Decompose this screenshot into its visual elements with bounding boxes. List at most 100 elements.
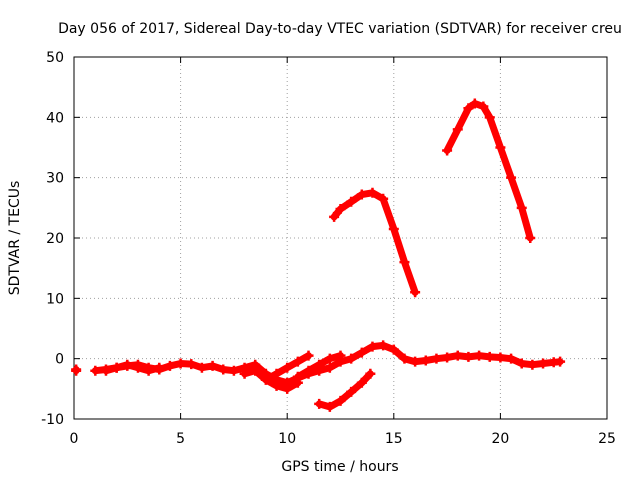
series-arc-9 [442, 98, 536, 243]
data-point [484, 351, 495, 362]
data-point [100, 365, 111, 376]
series-arc-7 [314, 368, 376, 412]
data-point [329, 211, 340, 222]
data-point [292, 356, 303, 367]
x-tick-label: 20 [491, 431, 509, 447]
data-point [324, 401, 335, 412]
data-point [335, 395, 346, 406]
data-point [478, 101, 489, 112]
data-point [271, 368, 282, 379]
data-point [207, 360, 218, 371]
data-point [495, 142, 506, 153]
data-point [111, 362, 122, 373]
y-tick-label: 0 [55, 352, 64, 368]
data-point [463, 351, 474, 362]
data-point [346, 196, 357, 207]
data-point [388, 344, 399, 355]
data-point [282, 383, 293, 394]
data-point [365, 368, 376, 379]
data-point [143, 365, 154, 376]
data-point [346, 353, 357, 364]
series-line [443, 100, 534, 242]
series-arc-4 [239, 365, 303, 394]
data-point [452, 124, 463, 135]
data-point [239, 368, 250, 379]
data-point [484, 112, 495, 123]
data-point [555, 356, 566, 367]
data-point [314, 359, 325, 370]
data-point [469, 98, 480, 109]
series-arc-8 [329, 187, 421, 298]
data-point [356, 189, 367, 200]
data-point [452, 350, 463, 361]
data-point [420, 355, 431, 366]
data-point [335, 204, 346, 215]
data-point [346, 386, 357, 397]
data-point [303, 365, 314, 376]
data-point [410, 287, 421, 298]
x-tick-label: 15 [385, 431, 403, 447]
data-point [292, 371, 303, 382]
chart-title: Day 056 of 2017, Sidereal Day-to-day VTE… [58, 21, 622, 37]
data-point [122, 359, 133, 370]
data-point [228, 365, 239, 376]
data-point [410, 356, 421, 367]
data-point [516, 202, 527, 213]
data-point [271, 380, 282, 391]
data-point [527, 359, 538, 370]
series-arc-5 [260, 350, 314, 385]
series-line [91, 341, 564, 387]
data-point [250, 365, 261, 376]
data-point [175, 358, 186, 369]
data-point [164, 360, 175, 371]
data-point [495, 352, 506, 363]
data-point [356, 347, 367, 358]
data-point [378, 340, 389, 351]
data-point [463, 103, 474, 114]
series-line [330, 189, 419, 296]
data-point [260, 374, 271, 385]
data-point [388, 223, 399, 234]
data-point [282, 362, 293, 373]
series-arc-1 [71, 364, 82, 376]
data-point [367, 341, 378, 352]
y-tick-label: -10 [41, 412, 64, 428]
data-point [324, 362, 335, 373]
data-point [303, 350, 314, 361]
data-point [538, 358, 549, 369]
data-point [442, 145, 453, 156]
data-point [324, 353, 335, 364]
data-point [71, 364, 82, 375]
x-tick-label: 10 [278, 431, 296, 447]
series-arc-2 [90, 340, 566, 388]
series-arc-6 [292, 350, 346, 382]
y-tick-label: 20 [46, 231, 64, 247]
data-point [218, 364, 229, 375]
axis-ticks: 0 5 10 15 20 25 -10 0 10 20 30 40 50 [41, 50, 616, 447]
data-layer [71, 98, 566, 412]
y-tick-label: 10 [46, 291, 64, 307]
data-point [399, 353, 410, 364]
x-tick-label: 25 [598, 431, 616, 447]
data-point [442, 352, 453, 363]
data-point [431, 353, 442, 364]
data-point [474, 350, 485, 361]
data-point [186, 359, 197, 370]
y-tick-label: 50 [46, 50, 64, 66]
data-point [314, 398, 325, 409]
data-point [90, 365, 101, 376]
data-point [154, 362, 165, 373]
data-point [367, 187, 378, 198]
data-point [525, 233, 536, 243]
data-point [506, 353, 517, 364]
series-arc-3 [100, 359, 165, 376]
x-tick-label: 0 [70, 431, 79, 447]
data-point [196, 362, 207, 373]
y-tick-label: 30 [46, 171, 64, 187]
data-point [132, 362, 143, 373]
data-point [506, 172, 517, 183]
data-point [516, 358, 527, 369]
y-tick-label: 40 [46, 110, 64, 126]
x-tick-label: 5 [176, 431, 185, 447]
